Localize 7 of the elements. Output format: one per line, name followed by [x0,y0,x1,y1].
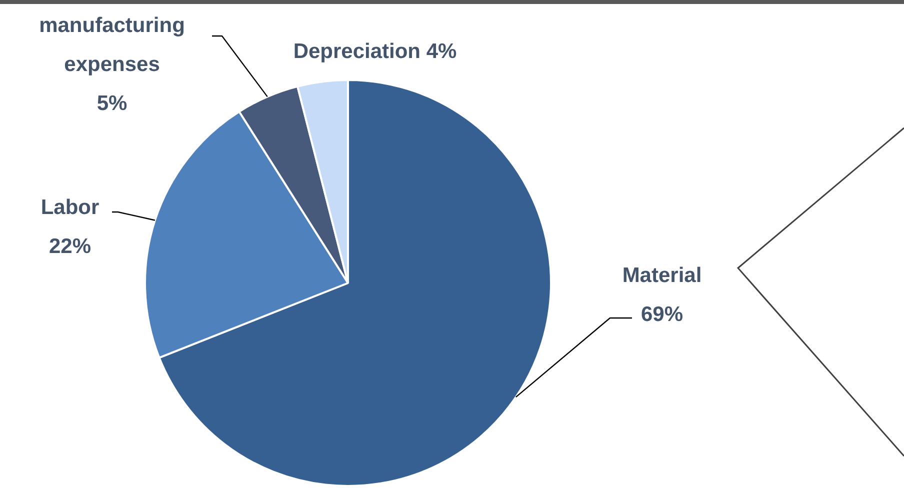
slice-label: Depreciation 4% [293,40,458,63]
data-label: 22% [48,235,92,258]
slice-label: manufacturing expenses [39,14,185,76]
slice-label: Labor [40,196,100,219]
data-label: 5% [96,92,128,115]
slice-label: Material [622,264,702,287]
data-label: 69% [640,303,684,326]
